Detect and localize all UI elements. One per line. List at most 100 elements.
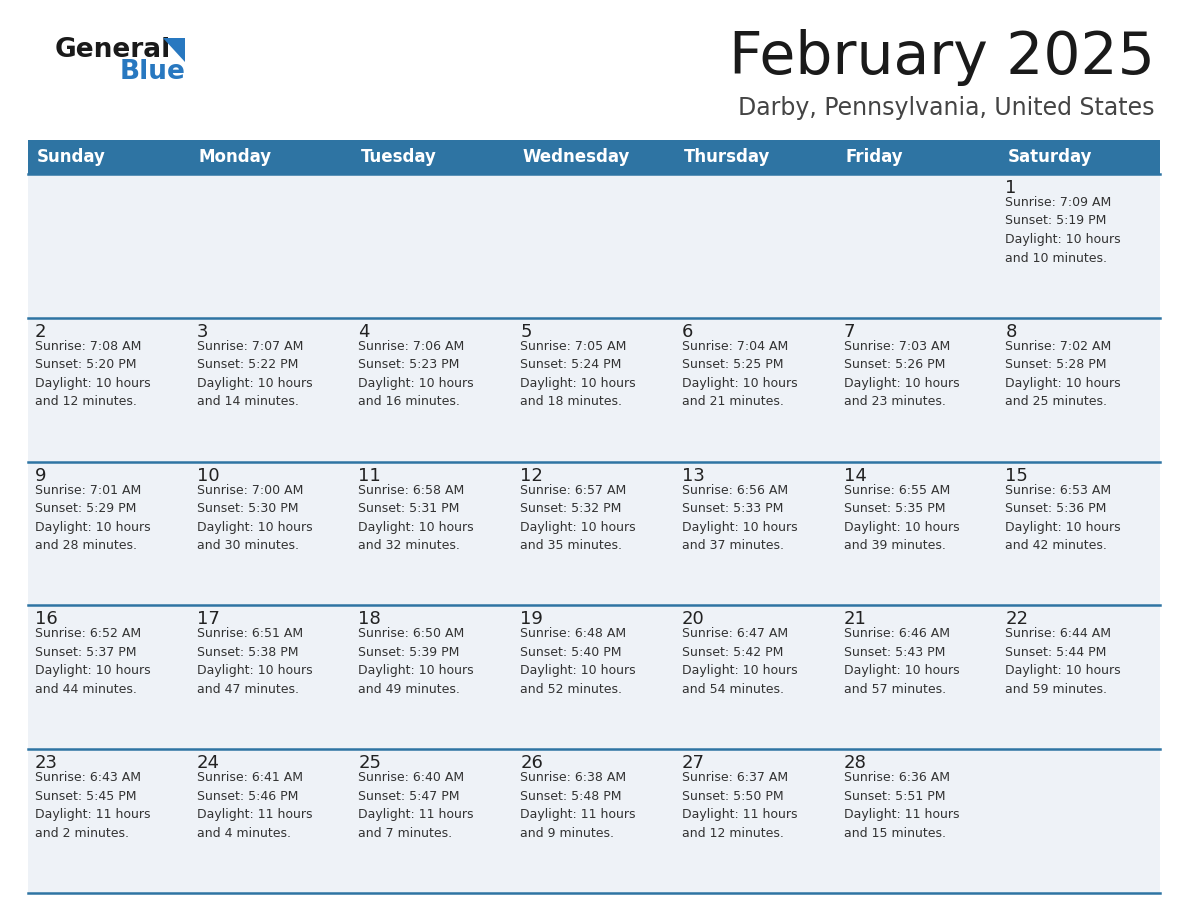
Text: Thursday: Thursday xyxy=(684,148,770,166)
Text: Sunrise: 6:57 AM
Sunset: 5:32 PM
Daylight: 10 hours
and 35 minutes.: Sunrise: 6:57 AM Sunset: 5:32 PM Dayligh… xyxy=(520,484,636,552)
Bar xyxy=(352,174,513,318)
Text: 7: 7 xyxy=(843,323,855,341)
Text: Sunrise: 7:00 AM
Sunset: 5:30 PM
Daylight: 10 hours
and 30 minutes.: Sunrise: 7:00 AM Sunset: 5:30 PM Dayligh… xyxy=(197,484,312,552)
Text: 13: 13 xyxy=(682,466,704,485)
Text: Monday: Monday xyxy=(198,148,272,166)
Text: Sunrise: 6:38 AM
Sunset: 5:48 PM
Daylight: 11 hours
and 9 minutes.: Sunrise: 6:38 AM Sunset: 5:48 PM Dayligh… xyxy=(520,771,636,840)
Bar xyxy=(352,605,513,749)
Text: February 2025: February 2025 xyxy=(729,29,1155,86)
Bar xyxy=(836,749,998,893)
Bar xyxy=(836,174,998,318)
Bar xyxy=(190,462,352,605)
Bar xyxy=(190,318,352,462)
Bar xyxy=(29,462,190,605)
Bar xyxy=(675,462,836,605)
Bar xyxy=(836,140,998,174)
Bar xyxy=(836,318,998,462)
Bar xyxy=(675,749,836,893)
Text: 18: 18 xyxy=(359,610,381,629)
Text: 14: 14 xyxy=(843,466,866,485)
Bar xyxy=(998,140,1159,174)
Text: Sunrise: 6:55 AM
Sunset: 5:35 PM
Daylight: 10 hours
and 39 minutes.: Sunrise: 6:55 AM Sunset: 5:35 PM Dayligh… xyxy=(843,484,959,552)
Bar xyxy=(29,140,190,174)
Text: Sunrise: 6:36 AM
Sunset: 5:51 PM
Daylight: 11 hours
and 15 minutes.: Sunrise: 6:36 AM Sunset: 5:51 PM Dayligh… xyxy=(843,771,959,840)
Bar xyxy=(998,749,1159,893)
Bar xyxy=(998,174,1159,318)
Text: Sunrise: 6:40 AM
Sunset: 5:47 PM
Daylight: 11 hours
and 7 minutes.: Sunrise: 6:40 AM Sunset: 5:47 PM Dayligh… xyxy=(359,771,474,840)
Text: 5: 5 xyxy=(520,323,532,341)
Text: Sunrise: 6:56 AM
Sunset: 5:33 PM
Daylight: 10 hours
and 37 minutes.: Sunrise: 6:56 AM Sunset: 5:33 PM Dayligh… xyxy=(682,484,797,552)
Bar xyxy=(513,749,675,893)
Bar xyxy=(29,174,190,318)
Text: 9: 9 xyxy=(34,466,46,485)
Bar xyxy=(675,318,836,462)
Bar xyxy=(513,174,675,318)
Text: 17: 17 xyxy=(197,610,220,629)
Text: 2: 2 xyxy=(34,323,46,341)
Polygon shape xyxy=(163,38,185,62)
Text: Sunrise: 6:46 AM
Sunset: 5:43 PM
Daylight: 10 hours
and 57 minutes.: Sunrise: 6:46 AM Sunset: 5:43 PM Dayligh… xyxy=(843,627,959,696)
Text: Sunrise: 6:48 AM
Sunset: 5:40 PM
Daylight: 10 hours
and 52 minutes.: Sunrise: 6:48 AM Sunset: 5:40 PM Dayligh… xyxy=(520,627,636,696)
Text: 22: 22 xyxy=(1005,610,1029,629)
Text: 23: 23 xyxy=(34,755,58,772)
Text: Wednesday: Wednesday xyxy=(523,148,630,166)
Bar xyxy=(190,174,352,318)
Text: Friday: Friday xyxy=(846,148,903,166)
Bar xyxy=(836,605,998,749)
Bar xyxy=(29,318,190,462)
Text: 8: 8 xyxy=(1005,323,1017,341)
Bar xyxy=(352,140,513,174)
Text: 27: 27 xyxy=(682,755,704,772)
Text: 6: 6 xyxy=(682,323,694,341)
Text: Sunrise: 7:01 AM
Sunset: 5:29 PM
Daylight: 10 hours
and 28 minutes.: Sunrise: 7:01 AM Sunset: 5:29 PM Dayligh… xyxy=(34,484,151,552)
Text: Sunrise: 6:52 AM
Sunset: 5:37 PM
Daylight: 10 hours
and 44 minutes.: Sunrise: 6:52 AM Sunset: 5:37 PM Dayligh… xyxy=(34,627,151,696)
Text: Sunrise: 6:58 AM
Sunset: 5:31 PM
Daylight: 10 hours
and 32 minutes.: Sunrise: 6:58 AM Sunset: 5:31 PM Dayligh… xyxy=(359,484,474,552)
Text: Sunrise: 6:51 AM
Sunset: 5:38 PM
Daylight: 10 hours
and 47 minutes.: Sunrise: 6:51 AM Sunset: 5:38 PM Dayligh… xyxy=(197,627,312,696)
Text: Sunrise: 7:04 AM
Sunset: 5:25 PM
Daylight: 10 hours
and 21 minutes.: Sunrise: 7:04 AM Sunset: 5:25 PM Dayligh… xyxy=(682,340,797,409)
Text: Sunrise: 7:09 AM
Sunset: 5:19 PM
Daylight: 10 hours
and 10 minutes.: Sunrise: 7:09 AM Sunset: 5:19 PM Dayligh… xyxy=(1005,196,1121,264)
Text: Blue: Blue xyxy=(120,59,185,85)
Text: Darby, Pennsylvania, United States: Darby, Pennsylvania, United States xyxy=(739,96,1155,120)
Text: 1: 1 xyxy=(1005,179,1017,197)
Text: 11: 11 xyxy=(359,466,381,485)
Text: Sunrise: 7:03 AM
Sunset: 5:26 PM
Daylight: 10 hours
and 23 minutes.: Sunrise: 7:03 AM Sunset: 5:26 PM Dayligh… xyxy=(843,340,959,409)
Text: 12: 12 xyxy=(520,466,543,485)
Bar xyxy=(352,749,513,893)
Bar xyxy=(675,140,836,174)
Bar xyxy=(190,749,352,893)
Text: Sunday: Sunday xyxy=(37,148,106,166)
Text: Sunrise: 7:06 AM
Sunset: 5:23 PM
Daylight: 10 hours
and 16 minutes.: Sunrise: 7:06 AM Sunset: 5:23 PM Dayligh… xyxy=(359,340,474,409)
Text: Sunrise: 7:05 AM
Sunset: 5:24 PM
Daylight: 10 hours
and 18 minutes.: Sunrise: 7:05 AM Sunset: 5:24 PM Dayligh… xyxy=(520,340,636,409)
Text: Tuesday: Tuesday xyxy=(360,148,436,166)
Bar xyxy=(190,605,352,749)
Text: 16: 16 xyxy=(34,610,58,629)
Text: Sunrise: 6:44 AM
Sunset: 5:44 PM
Daylight: 10 hours
and 59 minutes.: Sunrise: 6:44 AM Sunset: 5:44 PM Dayligh… xyxy=(1005,627,1121,696)
Bar xyxy=(513,318,675,462)
Text: 3: 3 xyxy=(197,323,208,341)
Text: Sunrise: 6:53 AM
Sunset: 5:36 PM
Daylight: 10 hours
and 42 minutes.: Sunrise: 6:53 AM Sunset: 5:36 PM Dayligh… xyxy=(1005,484,1121,552)
Bar xyxy=(675,605,836,749)
Text: 4: 4 xyxy=(359,323,369,341)
Text: Sunrise: 6:47 AM
Sunset: 5:42 PM
Daylight: 10 hours
and 54 minutes.: Sunrise: 6:47 AM Sunset: 5:42 PM Dayligh… xyxy=(682,627,797,696)
Text: 26: 26 xyxy=(520,755,543,772)
Text: Sunrise: 6:43 AM
Sunset: 5:45 PM
Daylight: 11 hours
and 2 minutes.: Sunrise: 6:43 AM Sunset: 5:45 PM Dayligh… xyxy=(34,771,151,840)
Bar xyxy=(513,605,675,749)
Bar xyxy=(675,174,836,318)
Bar xyxy=(998,318,1159,462)
Bar xyxy=(352,318,513,462)
Bar xyxy=(998,462,1159,605)
Text: Sunrise: 6:41 AM
Sunset: 5:46 PM
Daylight: 11 hours
and 4 minutes.: Sunrise: 6:41 AM Sunset: 5:46 PM Dayligh… xyxy=(197,771,312,840)
Text: 15: 15 xyxy=(1005,466,1028,485)
Bar xyxy=(29,605,190,749)
Bar xyxy=(29,749,190,893)
Text: 10: 10 xyxy=(197,466,220,485)
Bar xyxy=(998,605,1159,749)
Bar xyxy=(513,462,675,605)
Text: 21: 21 xyxy=(843,610,866,629)
Text: General: General xyxy=(55,37,171,63)
Text: Sunrise: 7:07 AM
Sunset: 5:22 PM
Daylight: 10 hours
and 14 minutes.: Sunrise: 7:07 AM Sunset: 5:22 PM Dayligh… xyxy=(197,340,312,409)
Bar xyxy=(836,462,998,605)
Bar xyxy=(513,140,675,174)
Text: 25: 25 xyxy=(359,755,381,772)
Text: Saturday: Saturday xyxy=(1007,148,1092,166)
